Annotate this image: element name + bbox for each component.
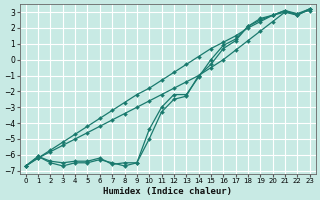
X-axis label: Humidex (Indice chaleur): Humidex (Indice chaleur) <box>103 187 232 196</box>
